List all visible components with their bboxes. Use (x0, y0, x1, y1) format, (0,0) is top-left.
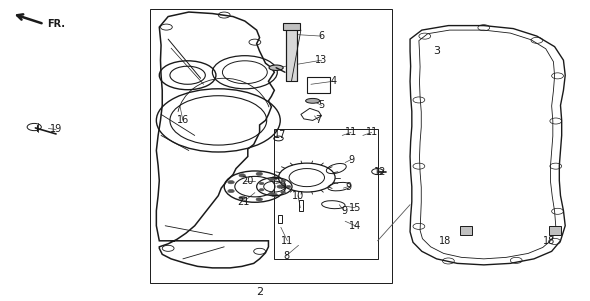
Circle shape (259, 188, 264, 191)
Text: 7: 7 (316, 115, 322, 126)
Bar (299, 200, 303, 211)
Ellipse shape (306, 98, 320, 103)
Text: 10: 10 (292, 191, 304, 201)
Text: 11: 11 (366, 127, 378, 138)
Text: 15: 15 (349, 203, 361, 213)
Text: 13: 13 (316, 55, 327, 65)
Text: 18: 18 (543, 236, 555, 246)
Circle shape (271, 177, 277, 180)
Bar (549, 226, 560, 235)
Circle shape (281, 191, 286, 194)
Text: 11: 11 (281, 236, 293, 246)
Text: 19: 19 (50, 124, 62, 135)
Circle shape (256, 198, 263, 201)
Text: 17: 17 (274, 130, 286, 141)
Text: 9: 9 (341, 206, 347, 216)
Text: 3: 3 (433, 46, 440, 56)
Text: 9: 9 (348, 154, 354, 165)
Bar (307, 77, 330, 93)
Text: 21: 21 (238, 197, 250, 207)
Bar (283, 23, 300, 30)
Circle shape (269, 178, 274, 181)
Circle shape (281, 180, 286, 182)
Circle shape (286, 185, 291, 188)
Bar (278, 215, 282, 223)
Circle shape (277, 185, 283, 188)
Text: 2: 2 (256, 287, 263, 297)
Text: 8: 8 (283, 251, 289, 261)
Text: 14: 14 (349, 221, 361, 231)
Circle shape (239, 196, 245, 200)
Text: 18: 18 (440, 236, 451, 246)
Text: 16: 16 (177, 115, 189, 126)
Circle shape (259, 182, 264, 185)
Text: FR.: FR. (47, 19, 65, 29)
Circle shape (269, 192, 274, 195)
Text: 20: 20 (242, 175, 254, 186)
Ellipse shape (269, 65, 283, 70)
Bar (274, 129, 378, 259)
Circle shape (256, 172, 263, 175)
Text: 6: 6 (319, 31, 324, 41)
Text: 9: 9 (345, 182, 351, 192)
Circle shape (271, 193, 277, 197)
Text: 4: 4 (330, 76, 336, 86)
Text: 5: 5 (319, 100, 324, 110)
Circle shape (239, 174, 245, 177)
Bar (286, 24, 297, 81)
Bar (150, 9, 392, 283)
Circle shape (228, 189, 234, 193)
Text: 11: 11 (345, 127, 357, 138)
Text: 12: 12 (375, 166, 386, 177)
Circle shape (228, 181, 234, 184)
Bar (460, 226, 472, 235)
